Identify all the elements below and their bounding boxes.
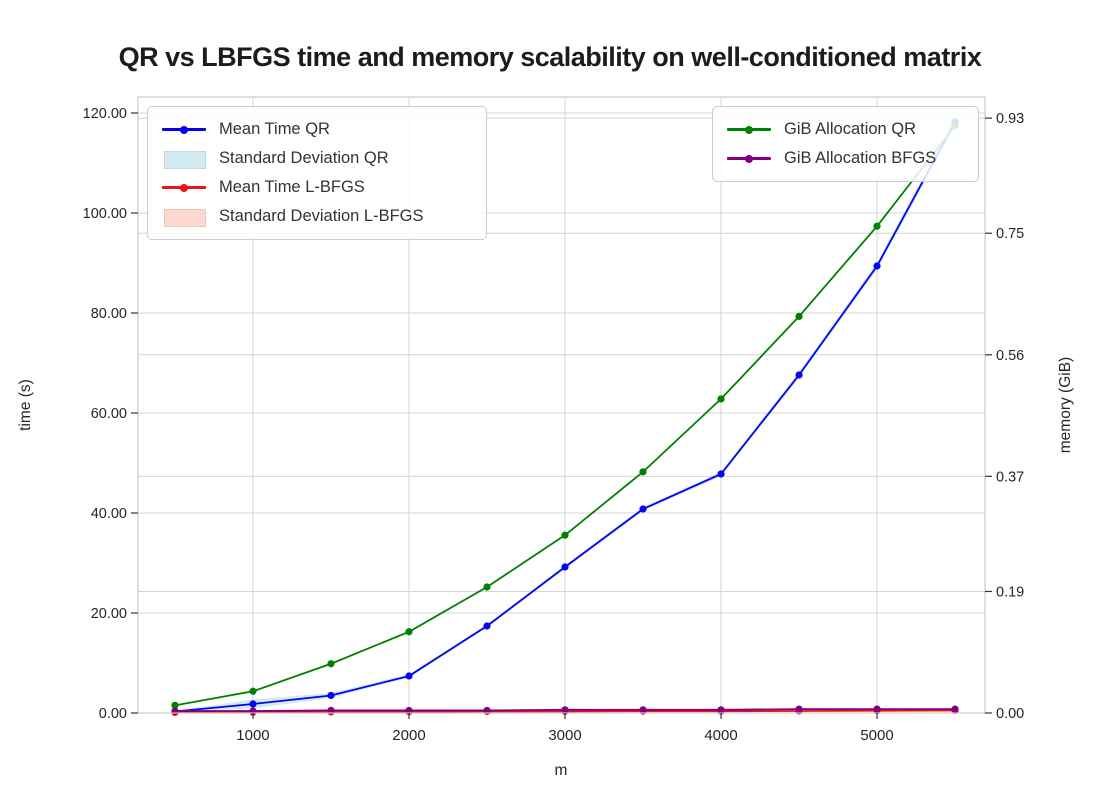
legend-item-label: Mean Time QR <box>219 120 330 138</box>
series-marker <box>561 706 569 714</box>
legend-item-mean-time-lbfgs: Mean Time L-BFGS <box>162 173 472 202</box>
series-marker <box>483 622 491 630</box>
y-right-tick-label: 0.00 <box>996 706 1024 722</box>
line-swatch-icon <box>727 122 771 138</box>
x-tick-label: 3000 <box>548 727 581 744</box>
line-swatch-icon <box>162 122 206 138</box>
y-left-tick-label: 100.00 <box>83 206 127 222</box>
y-left-tick-label: 40.00 <box>91 506 127 522</box>
series-marker <box>561 563 569 571</box>
y-left-tick-label: 60.00 <box>91 406 127 422</box>
series-marker <box>795 371 803 379</box>
y-right-tick-label: 0.37 <box>996 469 1024 485</box>
legend-item-label: Mean Time L-BFGS <box>219 178 365 196</box>
series-marker <box>717 706 725 714</box>
y-axis-label-right: memory (GiB) <box>1057 356 1074 454</box>
legend-item-mean-time-qr: Mean Time QR <box>162 115 472 144</box>
y-right-tick-label: 0.56 <box>996 348 1024 364</box>
series-marker <box>327 691 335 700</box>
y-right-tick-label: 0.93 <box>996 111 1024 127</box>
legend-item-label: Standard Deviation L-BFGS <box>219 207 424 225</box>
series-marker <box>873 222 881 230</box>
series-marker <box>405 628 413 636</box>
line-swatch-icon <box>162 180 206 196</box>
x-axis-label: m <box>554 762 568 779</box>
legend-item-label: Standard Deviation QR <box>219 149 389 167</box>
legend-item-label: GiB Allocation QR <box>784 120 917 138</box>
y-left-tick-label: 20.00 <box>91 606 127 622</box>
series-marker <box>249 700 257 708</box>
series-marker <box>249 687 257 695</box>
x-tick-label: 2000 <box>392 727 425 744</box>
y-axis-label-left: time (s) <box>17 379 34 431</box>
line-swatch-icon <box>727 151 771 167</box>
y-right-tick-label: 0.19 <box>996 584 1024 600</box>
series-marker <box>327 660 335 668</box>
series-marker <box>327 706 335 715</box>
x-tick-label: 1000 <box>236 727 269 744</box>
y-left-tick-label: 120.00 <box>83 106 127 122</box>
x-tick-label: 5000 <box>860 727 893 744</box>
series-marker <box>483 706 491 715</box>
series-marker <box>717 470 725 478</box>
series-marker <box>639 505 647 513</box>
series-marker <box>717 395 725 403</box>
series-marker <box>873 705 881 713</box>
series-marker <box>951 705 959 713</box>
series-marker <box>561 531 569 539</box>
y-left-tick-label: 80.00 <box>91 306 127 322</box>
series-marker <box>795 705 803 713</box>
series-marker <box>873 262 881 270</box>
patch-swatch-icon <box>162 208 206 227</box>
series-marker <box>483 583 491 591</box>
legend-item-std-qr: Standard Deviation QR <box>162 144 472 173</box>
series-marker <box>639 706 647 714</box>
legend-right: GiB Allocation QR GiB Allocation BFGS <box>712 106 979 182</box>
series-marker <box>171 707 179 715</box>
patch-swatch-icon <box>162 150 206 169</box>
legend-item-gib-bfgs: GiB Allocation BFGS <box>727 144 964 173</box>
legend-item-std-lbfgs: Standard Deviation L-BFGS <box>162 202 472 231</box>
series-marker <box>639 468 647 476</box>
legend-item-gib-qr: GiB Allocation QR <box>727 115 964 144</box>
y-left-tick-label: 0.00 <box>99 706 127 722</box>
x-tick-label: 4000 <box>704 727 737 744</box>
series-marker <box>171 701 179 709</box>
series-marker <box>405 672 413 680</box>
legend-left: Mean Time QR Standard Deviation QR Mean … <box>147 106 487 240</box>
series-marker <box>405 706 413 715</box>
legend-item-label: GiB Allocation BFGS <box>784 149 937 167</box>
y-right-tick-label: 0.75 <box>996 226 1024 242</box>
plot-border <box>137 96 986 714</box>
series-marker <box>795 312 803 321</box>
chart-title: QR vs LBFGS time and memory scalability … <box>118 42 982 72</box>
